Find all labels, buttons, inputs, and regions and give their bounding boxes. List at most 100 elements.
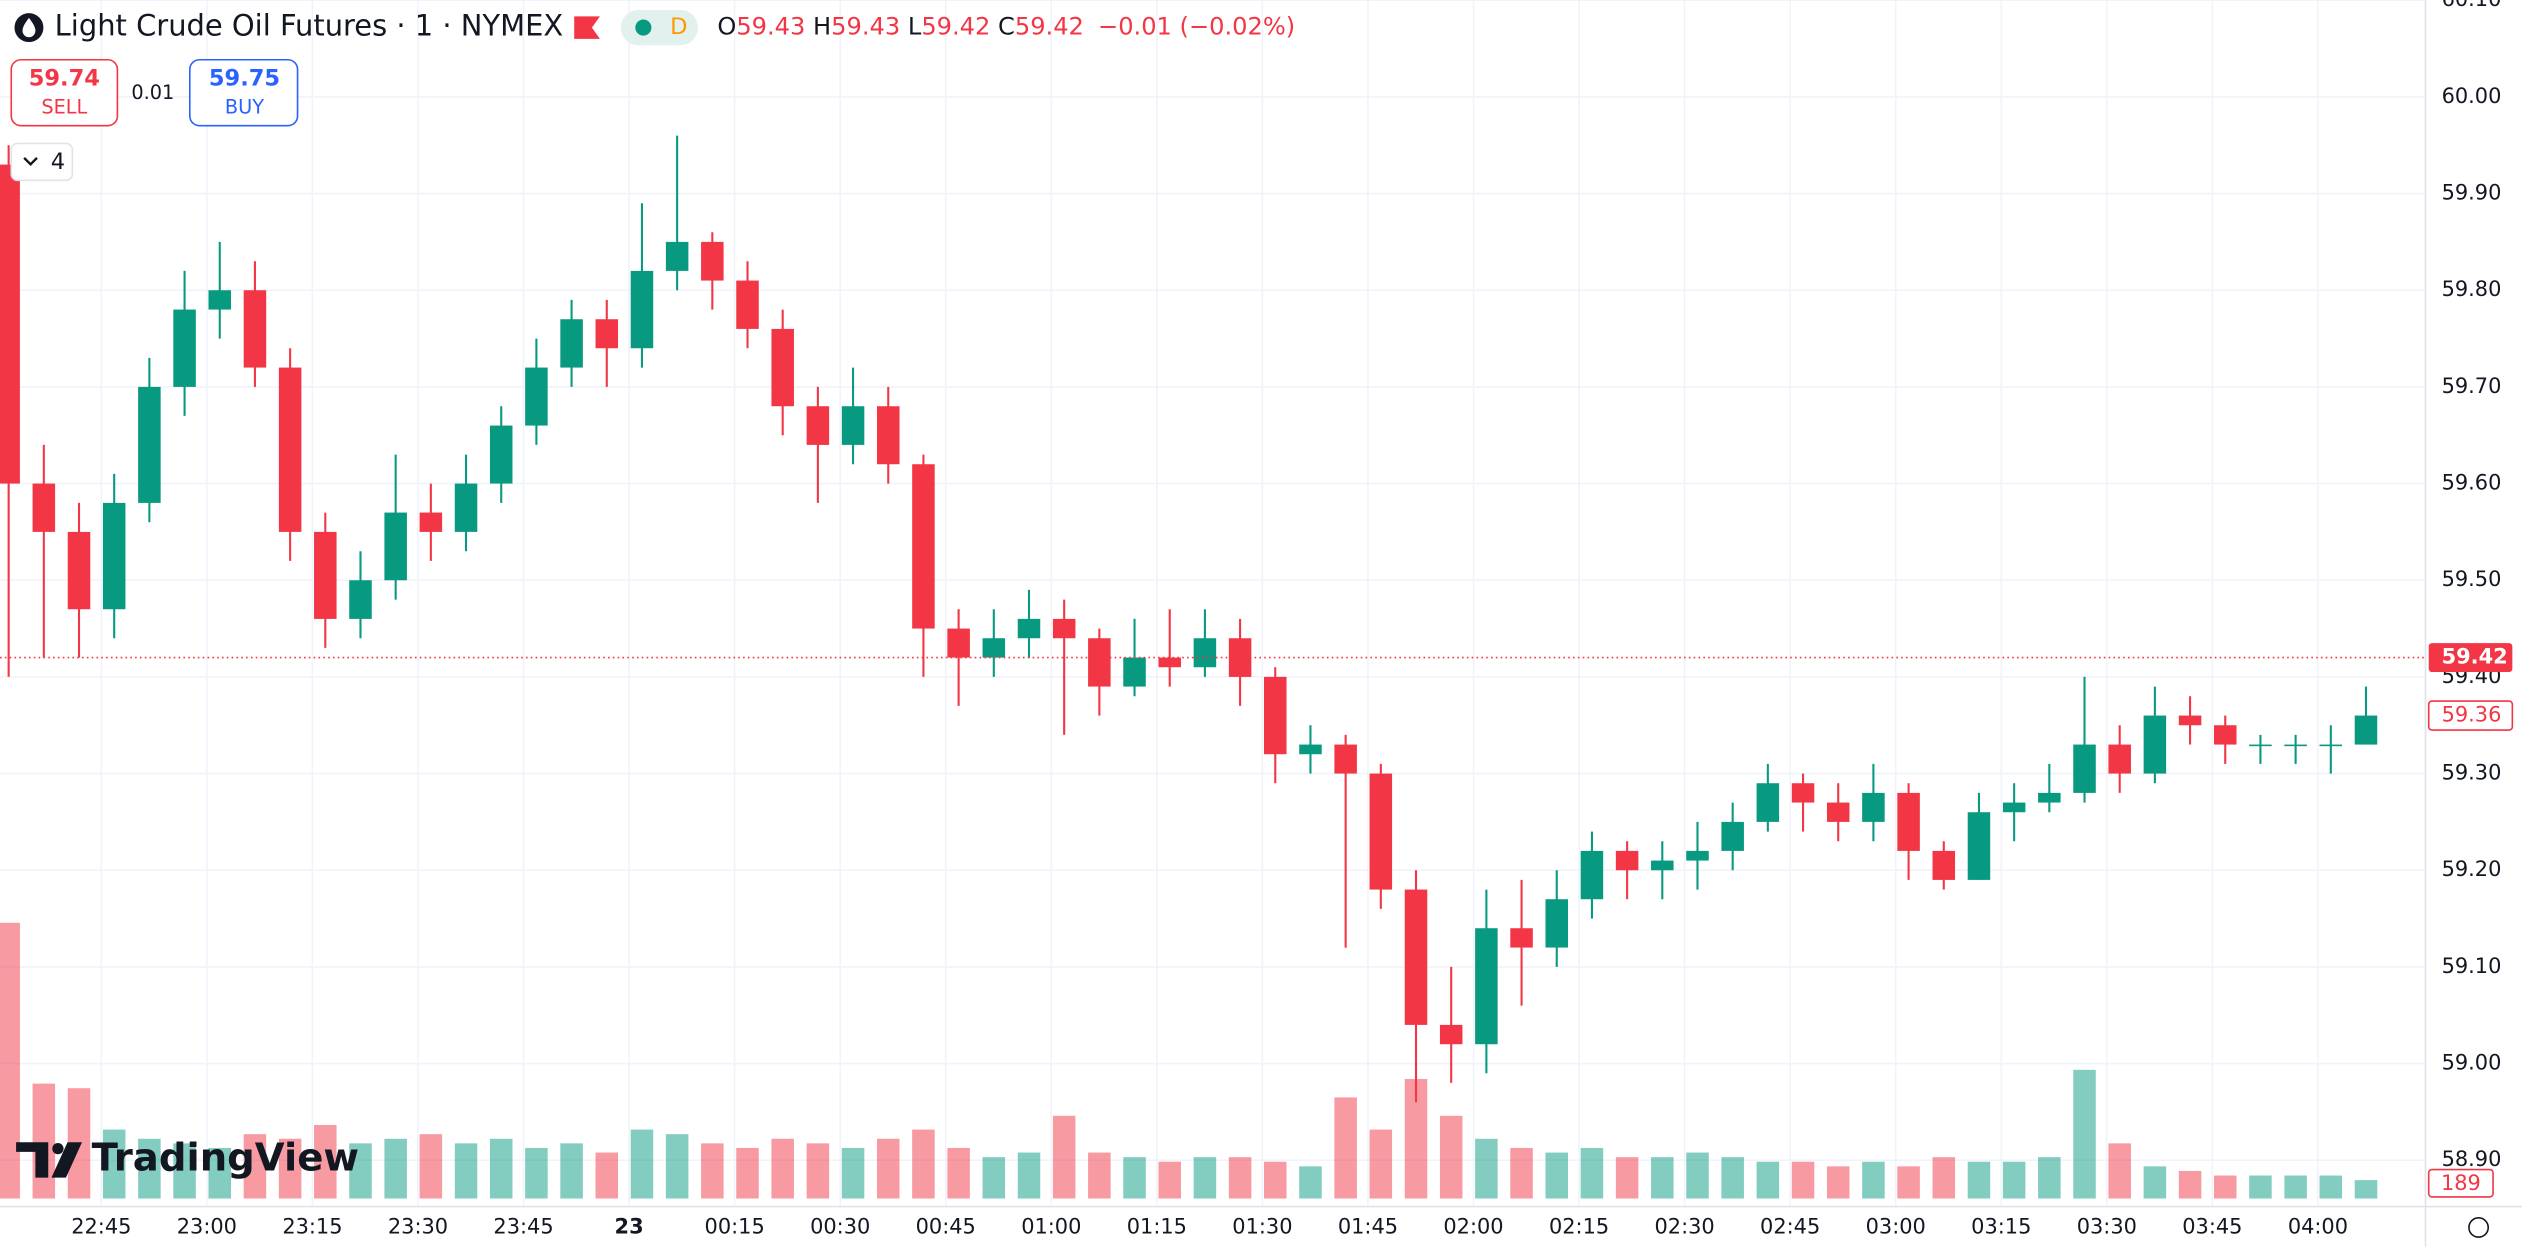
y-tick-label: 59.30 xyxy=(2442,761,2502,785)
volume-bar xyxy=(419,1134,443,1199)
x-tick-label: 03:30 xyxy=(2077,1214,2137,1238)
volume-tag xyxy=(2427,1168,2494,1198)
indicators-toggle[interactable] xyxy=(10,142,74,182)
candle-body xyxy=(665,241,689,271)
candle-body xyxy=(1756,783,1780,822)
volume-bar xyxy=(630,1129,654,1199)
y-tick-label: 59.20 xyxy=(2442,857,2502,881)
candle-body xyxy=(2354,715,2378,745)
volume-bar xyxy=(173,1143,196,1199)
volume-bar xyxy=(1264,1161,1287,1199)
volume-bar xyxy=(1580,1147,1604,1199)
volume-bar xyxy=(2073,1069,2096,1199)
ohlc-key: C xyxy=(998,13,1015,41)
candle-body xyxy=(982,638,1006,658)
change: −0.01 (−0.02%) xyxy=(1098,13,1295,41)
status-badge: D xyxy=(670,14,687,40)
candle-body xyxy=(2002,802,2026,813)
x-tick-label: 03:00 xyxy=(1866,1214,1926,1238)
buy-button[interactable] xyxy=(188,58,299,127)
volume-bar xyxy=(1123,1157,1146,1199)
ohlc-value: 59.42 xyxy=(921,13,990,41)
drop-icon xyxy=(22,17,36,38)
volume-bar xyxy=(701,1143,724,1199)
candle-body xyxy=(454,483,478,532)
volume-bar xyxy=(806,1143,830,1199)
volume-bar xyxy=(1299,1166,1322,1199)
candle-body xyxy=(1791,783,1815,803)
candle-body xyxy=(2213,725,2237,745)
volume-bar xyxy=(876,1138,900,1199)
candle-body xyxy=(419,512,443,532)
sell-button[interactable] xyxy=(10,58,119,127)
candle-body xyxy=(1439,1024,1463,1045)
volume-bar xyxy=(1475,1138,1498,1199)
candle-body xyxy=(947,628,970,658)
volume-bar xyxy=(1369,1129,1393,1199)
volume-bar xyxy=(1017,1152,1041,1199)
volume-bar xyxy=(1651,1157,1674,1199)
volume-bar xyxy=(1862,1161,1885,1199)
candle-body xyxy=(0,164,20,484)
volume-bar xyxy=(1193,1157,1217,1199)
indicators-count: 4 xyxy=(51,149,65,175)
candle-body xyxy=(2284,744,2307,747)
mark-price-label: 59.36 xyxy=(2442,703,2502,727)
volume-bar xyxy=(1756,1161,1780,1199)
volume-bar xyxy=(525,1147,548,1199)
status-pill[interactable] xyxy=(620,9,699,46)
x-tick-label: 23:00 xyxy=(177,1214,237,1238)
symbol-title[interactable]: Light Crude Oil Futures · 1 · NYMEX xyxy=(55,9,564,43)
y-tick-label: 59.90 xyxy=(2442,181,2502,205)
candle-body xyxy=(1510,928,1533,948)
candle-body xyxy=(1651,860,1674,871)
volume-bar xyxy=(2038,1157,2061,1199)
volume-bar xyxy=(1404,1079,1428,1199)
y-tick-label: 59.50 xyxy=(2442,567,2502,591)
candle-body xyxy=(701,241,724,281)
y-tick-label: 59.70 xyxy=(2442,374,2502,398)
volume-bar xyxy=(1721,1157,1744,1199)
candle-body xyxy=(278,367,302,532)
candle-body xyxy=(1721,821,1744,851)
ohlc-key: O xyxy=(717,13,736,41)
candle-body xyxy=(102,502,126,610)
y-tick-label: 59.80 xyxy=(2442,277,2502,301)
buy-label: BUY xyxy=(225,96,264,119)
candle-body xyxy=(2143,715,2167,774)
settings-icon[interactable] xyxy=(2468,1217,2490,1238)
candle-body xyxy=(2073,744,2096,793)
chevron-icon xyxy=(23,157,38,167)
volume-bar xyxy=(2319,1175,2343,1199)
volume-bar xyxy=(982,1157,1006,1199)
candle-body xyxy=(876,406,900,465)
candle-body xyxy=(1017,618,1041,639)
candle-body xyxy=(1580,850,1604,900)
candle-body xyxy=(736,280,759,329)
volume-bar xyxy=(2108,1143,2131,1199)
x-tick-label: 03:15 xyxy=(1971,1214,2031,1238)
volume-bar xyxy=(2354,1180,2378,1199)
buy-price: 59.75 xyxy=(209,66,280,92)
candle-body xyxy=(1334,744,1357,774)
candle-body xyxy=(208,290,232,310)
candle-body xyxy=(525,367,548,426)
volume-bar xyxy=(2249,1175,2272,1199)
volume-bar xyxy=(947,1147,970,1199)
volume-bar xyxy=(1545,1152,1569,1199)
last-price-label: 59.42 xyxy=(2442,645,2508,669)
x-tick-label: 02:15 xyxy=(1549,1214,1609,1238)
flag-icon[interactable] xyxy=(574,16,600,39)
x-tick-label: 23:45 xyxy=(493,1214,553,1238)
volume-bar xyxy=(1439,1115,1463,1199)
ohlc: O59.43 H59.43 L59.42 C59.42 −0.01 (−0.02… xyxy=(717,13,1295,41)
volume-bar xyxy=(595,1152,619,1199)
x-tick-label: 02:45 xyxy=(1760,1214,1820,1238)
candle-body xyxy=(2319,744,2343,747)
volume-bar xyxy=(2002,1161,2026,1199)
candle-body xyxy=(489,425,513,484)
candle-body xyxy=(1158,657,1181,668)
volume-bar xyxy=(2284,1175,2307,1199)
candle-body xyxy=(1826,802,1850,822)
candle-body xyxy=(1475,928,1498,1045)
